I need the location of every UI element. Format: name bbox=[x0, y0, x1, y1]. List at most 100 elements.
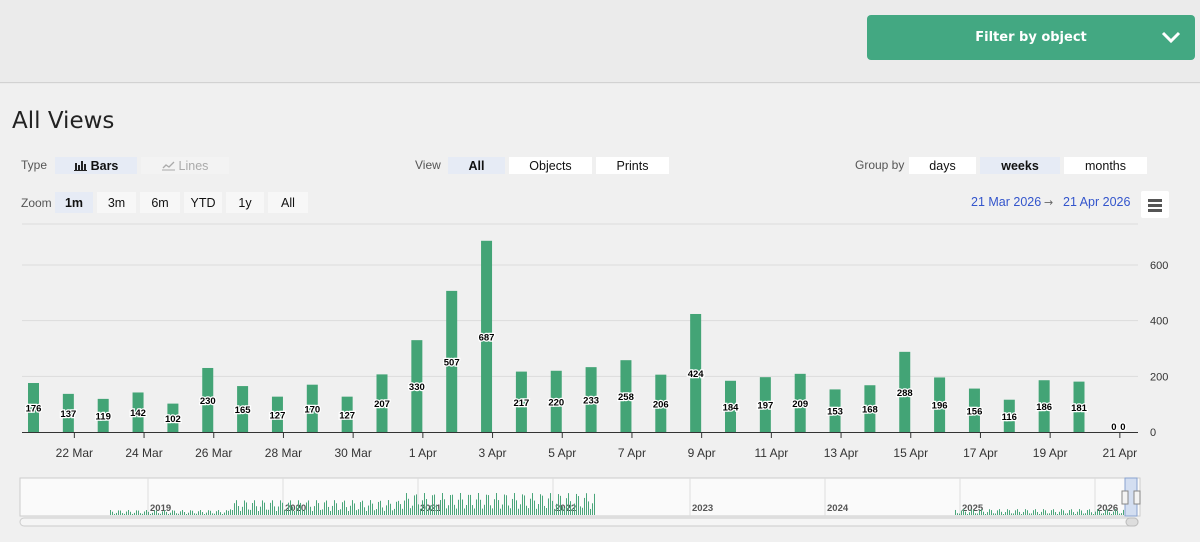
zoom-1m-button[interactable]: 1m bbox=[55, 192, 93, 213]
type-lines-button[interactable]: Lines bbox=[141, 157, 229, 174]
date-range-arrow: → bbox=[1044, 196, 1054, 209]
navigator-bar bbox=[592, 503, 593, 515]
navigator-bar bbox=[176, 513, 177, 515]
navigator-bar bbox=[1057, 513, 1058, 515]
navigator-bar bbox=[164, 510, 165, 515]
navigator-bar bbox=[536, 508, 537, 515]
view-all-button[interactable]: All bbox=[448, 157, 505, 174]
navigator-bar bbox=[434, 494, 435, 515]
type-bars-button[interactable]: Bars bbox=[55, 157, 137, 174]
zoom-3m-button[interactable]: 3m bbox=[97, 192, 136, 213]
navigator-bar bbox=[432, 495, 433, 515]
navigator-bar bbox=[346, 507, 347, 515]
data-label: 176 bbox=[26, 404, 42, 415]
navigator-bar bbox=[983, 511, 984, 515]
navigator-bar bbox=[1121, 513, 1122, 515]
data-label: 186 bbox=[1036, 402, 1052, 413]
bar bbox=[132, 392, 144, 432]
navigator-bar bbox=[560, 495, 561, 515]
navigator-bar bbox=[1029, 513, 1030, 515]
navigator-bar bbox=[1079, 509, 1080, 515]
navigator-bar bbox=[460, 493, 461, 515]
navigator-bar bbox=[194, 513, 195, 515]
zoom-6m-button[interactable]: 6m bbox=[140, 192, 180, 213]
zoom-all-button[interactable]: All bbox=[268, 192, 308, 213]
navigator-bar bbox=[1119, 513, 1120, 515]
navigator-year-label: 2022 bbox=[555, 503, 576, 514]
navigator-bar bbox=[977, 513, 978, 515]
group-months-button[interactable]: months bbox=[1064, 157, 1147, 174]
navigator-bar bbox=[526, 505, 527, 515]
navigator-bar bbox=[268, 509, 269, 515]
zoom-1y-button[interactable]: 1y bbox=[226, 192, 264, 213]
navigator-bar bbox=[368, 505, 369, 515]
navigator-bar bbox=[444, 499, 445, 515]
navigator-bar bbox=[955, 509, 956, 515]
data-label: 170 bbox=[304, 404, 320, 415]
navigator-bar bbox=[438, 508, 439, 515]
view-objects-button[interactable]: Objects bbox=[509, 157, 592, 174]
navigator-bar bbox=[110, 510, 111, 515]
navigator-bar bbox=[454, 504, 455, 515]
navigator-bar bbox=[492, 508, 493, 515]
navigator-bar bbox=[226, 510, 227, 515]
date-from-input[interactable]: 21 Mar 2026 bbox=[971, 195, 1042, 209]
bar bbox=[515, 371, 527, 432]
date-to-input[interactable]: 21 Apr 2026 bbox=[1063, 195, 1131, 209]
navigator-bar bbox=[568, 493, 569, 515]
navigator-bar bbox=[422, 500, 423, 515]
navigator-bar bbox=[130, 511, 131, 515]
bar bbox=[864, 385, 876, 432]
navigator-bar bbox=[118, 510, 119, 515]
navigator-bar bbox=[564, 507, 565, 515]
navigator-bar bbox=[236, 500, 237, 515]
navigator-bar bbox=[390, 503, 391, 515]
data-label: 156 bbox=[967, 406, 983, 417]
navigator-bar bbox=[374, 510, 375, 515]
navigator-bar bbox=[300, 502, 301, 515]
navigator-bar bbox=[462, 499, 463, 515]
navigator-bar bbox=[957, 513, 958, 515]
navigator-bar bbox=[1063, 510, 1064, 515]
navigator-bar bbox=[334, 500, 335, 515]
navigator-bar bbox=[530, 498, 531, 515]
navigator-bar bbox=[128, 510, 129, 515]
y-tick-label: 600 bbox=[1150, 260, 1168, 272]
navigator-bar bbox=[182, 510, 183, 515]
navigator-bar bbox=[484, 504, 485, 515]
view-prints-button[interactable]: Prints bbox=[596, 157, 669, 174]
chevron-down-icon bbox=[1161, 31, 1181, 44]
filter-by-object-button[interactable]: Filter by object bbox=[867, 15, 1195, 60]
data-label: 424 bbox=[688, 369, 705, 380]
navigator-bar bbox=[508, 505, 509, 515]
navigator-bar bbox=[542, 495, 543, 515]
bar bbox=[585, 367, 597, 432]
navigator-bar bbox=[278, 506, 279, 515]
navigator-bar bbox=[566, 498, 567, 515]
navigator-bar bbox=[340, 509, 341, 515]
navigator-bar bbox=[586, 493, 587, 515]
navigator-bar bbox=[510, 508, 511, 515]
navigator-bar bbox=[1003, 513, 1004, 515]
navigator-bar bbox=[156, 510, 157, 515]
y-tick-label: 0 bbox=[1150, 427, 1156, 439]
data-label: 233 bbox=[583, 396, 599, 407]
bar bbox=[829, 389, 841, 432]
navigator-bar bbox=[522, 494, 523, 515]
group-days-button[interactable]: days bbox=[909, 157, 976, 174]
group-weeks-button[interactable]: weeks bbox=[980, 157, 1060, 174]
bar bbox=[899, 351, 911, 432]
navigator-bar bbox=[380, 500, 381, 515]
data-label: 184 bbox=[723, 402, 740, 413]
navigator-bar bbox=[997, 510, 998, 515]
zoom-ytd-button[interactable]: YTD bbox=[184, 192, 222, 213]
hamburger-menu-icon[interactable] bbox=[1141, 191, 1169, 218]
navigator-bar bbox=[969, 512, 970, 515]
navigator-bar bbox=[360, 502, 361, 515]
navigator-bar bbox=[266, 509, 267, 515]
navigator-bar bbox=[1107, 509, 1108, 515]
navigator-bar bbox=[372, 503, 373, 515]
navigator-bar bbox=[1077, 511, 1078, 515]
navigator-bar bbox=[384, 510, 385, 515]
navigator-bar bbox=[324, 502, 325, 515]
